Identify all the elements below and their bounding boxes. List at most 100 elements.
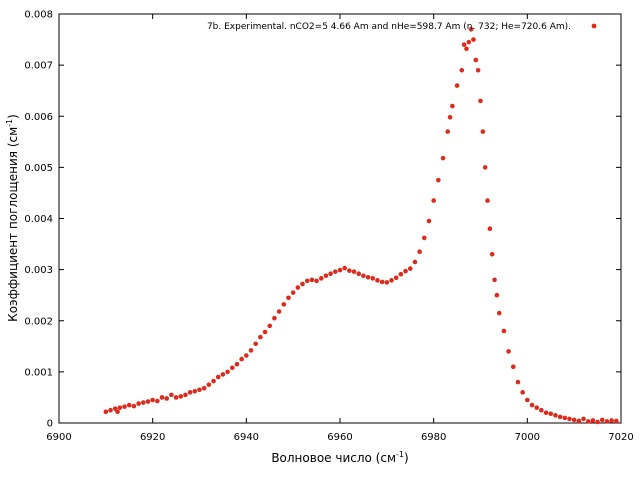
data-point — [122, 404, 127, 409]
data-point — [333, 269, 338, 274]
data-point — [361, 273, 366, 279]
data-point — [192, 389, 198, 394]
data-point — [454, 83, 460, 88]
data-point — [220, 372, 226, 377]
legend-marker — [591, 23, 597, 29]
x-tick-label: 7020 — [608, 432, 633, 443]
data-point — [466, 39, 472, 45]
data-point — [379, 279, 385, 285]
x-axis-label-end: ) — [404, 451, 409, 465]
data-point — [309, 277, 315, 283]
data-point — [234, 361, 240, 367]
data-point — [276, 309, 282, 314]
data-point — [108, 407, 113, 413]
data-point — [431, 198, 436, 203]
data-point — [272, 315, 277, 321]
data-point — [614, 418, 619, 424]
data-point — [323, 273, 329, 279]
data-point — [567, 416, 572, 422]
x-axis-label: Волновое число (см-1) — [271, 450, 408, 465]
data-point — [328, 271, 333, 277]
data-point — [229, 365, 235, 371]
data-point — [599, 417, 605, 423]
data-point — [459, 67, 465, 73]
data-point — [351, 269, 357, 274]
data-point — [201, 385, 207, 391]
data-point — [447, 114, 453, 120]
data-point — [473, 57, 479, 63]
data-point — [155, 398, 160, 404]
data-point — [482, 165, 488, 170]
legend: 7b. Experimental. nCO2=5 4.66 Am and nHe… — [207, 22, 597, 32]
data-point — [267, 323, 273, 329]
data-point — [131, 403, 137, 409]
data-point — [478, 98, 483, 104]
data-point — [178, 394, 184, 399]
data-point — [480, 129, 486, 134]
data-point — [468, 27, 474, 32]
x-tick-label: 6900 — [46, 432, 71, 443]
data-point — [347, 268, 352, 273]
data-point — [173, 395, 179, 400]
y-tick-label: 0.001 — [24, 367, 53, 378]
data-point — [286, 295, 291, 301]
data-point — [239, 356, 244, 362]
data-point — [169, 392, 174, 398]
data-point — [585, 419, 591, 424]
data-point — [295, 285, 301, 290]
y-axis-label: Коэффициент поглощения (см-1) — [5, 114, 20, 322]
y-axis-label-end: ) — [6, 114, 20, 119]
data-point — [150, 397, 155, 403]
data-point — [304, 278, 310, 284]
data-point — [445, 129, 451, 134]
y-tick-label: 0.002 — [24, 316, 53, 327]
y-axis-label-main: Коэффициент поглощения (см — [6, 127, 20, 322]
data-point — [590, 418, 596, 423]
data-point — [318, 276, 324, 281]
data-point — [494, 292, 500, 298]
data-points — [103, 27, 619, 425]
data-point — [136, 401, 141, 406]
data-point — [300, 281, 305, 287]
data-point — [244, 353, 249, 358]
data-point — [187, 390, 193, 395]
x-axis-label-superscript: -1 — [396, 450, 404, 459]
data-point — [248, 348, 254, 353]
data-point — [356, 271, 362, 277]
data-point — [475, 67, 481, 73]
data-point — [342, 265, 347, 271]
data-point — [417, 249, 422, 255]
data-point — [548, 411, 554, 417]
data-point — [281, 302, 287, 307]
data-point — [496, 310, 502, 316]
data-point — [604, 419, 610, 424]
y-tick-label: 0.004 — [24, 214, 53, 225]
data-point — [487, 226, 493, 232]
data-point — [492, 277, 497, 283]
data-point — [126, 402, 132, 408]
data-point — [609, 418, 614, 423]
data-point — [403, 268, 408, 274]
data-point — [471, 37, 476, 42]
x-tick-label: 7000 — [515, 432, 540, 443]
data-point — [225, 369, 230, 375]
y-axis-ticks: 0 0.001 0.002 0.003 0.004 0.005 0.006 0.007 0.00… — [24, 10, 621, 430]
data-point — [370, 276, 376, 281]
x-tick-label: 6940 — [234, 432, 259, 443]
x-axis-ticks: 6900 6920 6940 6960 6980 7000 7020 — [46, 14, 634, 443]
data-point — [197, 387, 202, 393]
data-point — [501, 328, 507, 334]
data-point — [206, 382, 212, 387]
data-point — [389, 278, 394, 283]
x-tick-label: 6980 — [421, 432, 446, 443]
data-point — [489, 251, 495, 257]
data-point — [553, 413, 558, 418]
x-axis-label-main: Волновое число (см — [271, 451, 396, 465]
data-point — [515, 379, 521, 385]
data-point — [393, 275, 399, 281]
data-point — [529, 402, 535, 408]
data-point — [141, 400, 146, 405]
data-point — [520, 390, 525, 395]
data-point — [337, 267, 343, 273]
